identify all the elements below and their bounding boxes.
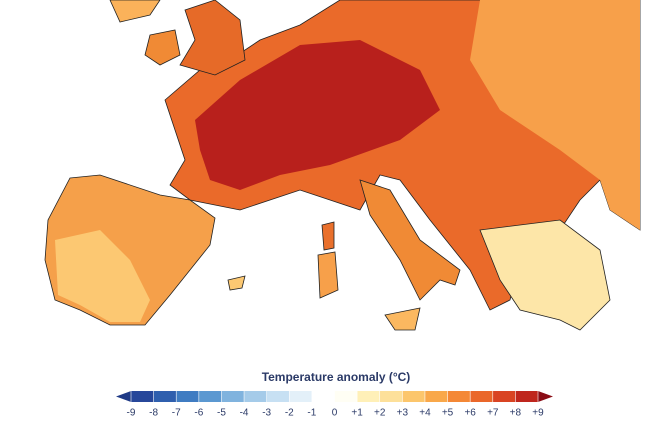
colorbar-high-arrow — [538, 391, 553, 402]
colorbar-tick-label: -8 — [149, 408, 158, 419]
colorbar-segment — [131, 391, 155, 402]
hot-core — [195, 40, 440, 190]
legend: Temperature anomaly (°C) -9 -8 -7 -6 -5 -4 -3 -… — [116, 370, 553, 419]
colorbar-tick-label: -9 — [127, 408, 136, 419]
great-britain — [179, 0, 246, 76]
colorbar-tick-label: +6 — [464, 408, 476, 419]
colorbar-tick-label: -4 — [240, 408, 249, 419]
colorbar-tick-label: +4 — [419, 408, 431, 419]
colorbar-tick-label: -6 — [194, 408, 203, 419]
colorbar-tick-label: +7 — [487, 408, 499, 419]
colorbar-tick-label: +8 — [510, 408, 522, 419]
sicily — [384, 307, 421, 331]
colorbar-tick-label: +1 — [351, 408, 363, 419]
corsica — [321, 221, 335, 251]
scandinavia — [109, 0, 161, 23]
balearics — [227, 275, 246, 291]
colorbar-segment — [334, 391, 358, 402]
colorbar-tick-label: +2 — [374, 408, 386, 419]
colorbar-tick-label: -3 — [262, 408, 271, 419]
colorbar-segment — [311, 391, 335, 402]
colorbar-tick-label: 0 — [332, 408, 338, 419]
ireland — [144, 29, 181, 66]
colorbar-segment — [470, 391, 494, 402]
colorbar-tick-label: -2 — [285, 408, 294, 419]
colorbar-segment — [447, 391, 471, 402]
colorbar-segment — [198, 391, 222, 402]
colorbar-segment — [515, 391, 539, 402]
colorbar-segment — [221, 391, 245, 402]
colorbar-segment — [357, 391, 381, 402]
colorbar-tick-label: +5 — [442, 408, 454, 419]
colorbar-tick-label: +3 — [397, 408, 409, 419]
legend-title: Temperature anomaly (°C) — [262, 370, 411, 384]
colorbar-tick-label: +9 — [532, 408, 544, 419]
colorbar-segment — [176, 391, 200, 402]
map — [44, 0, 641, 331]
colorbar-segment — [153, 391, 177, 402]
colorbar-tick-label: -7 — [172, 408, 181, 419]
colorbar-segment — [492, 391, 516, 402]
colorbar-segment — [402, 391, 426, 402]
colorbar-segment — [266, 391, 290, 402]
colorbar-segment — [244, 391, 268, 402]
colorbar-segment — [424, 391, 449, 402]
sardinia — [317, 251, 339, 299]
colorbar-tick-label: -1 — [307, 408, 316, 419]
colorbar-segment — [289, 391, 313, 402]
colorbar-low-arrow — [116, 391, 131, 402]
iberia-light — [55, 230, 150, 322]
east-lighter — [470, 0, 640, 230]
colorbar-tick-label: -5 — [217, 408, 226, 419]
balkans — [479, 219, 611, 331]
colorbar-segment — [379, 391, 403, 402]
italy — [359, 179, 461, 301]
